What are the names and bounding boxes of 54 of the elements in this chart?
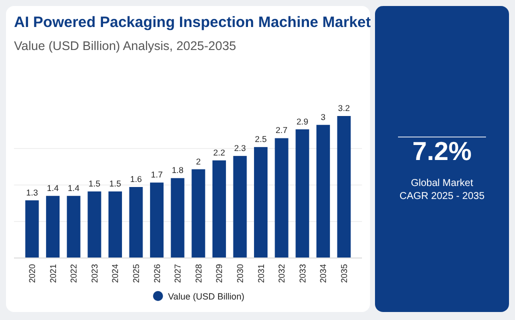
- chart-subtitle: Value (USD Billion) Analysis, 2025-2035: [14, 39, 236, 53]
- data-label: 2.5: [254, 134, 267, 144]
- bar: [150, 182, 164, 258]
- bar: [274, 138, 288, 258]
- bar: [254, 147, 268, 258]
- data-label: 2.3: [234, 142, 246, 153]
- bar: [25, 200, 39, 258]
- x-tick-label: 2022: [68, 264, 79, 283]
- x-tick-label: 2023: [89, 264, 100, 283]
- x-tick-label: 2024: [110, 264, 120, 283]
- data-label: 2.7: [276, 125, 288, 136]
- x-tick-label: 2028: [193, 264, 204, 283]
- text: Global Market: [410, 178, 474, 189]
- x-tick-label: 2032: [276, 264, 287, 283]
- x-tick-label: 2033: [297, 264, 308, 283]
- x-tick-label: 2035: [338, 264, 349, 283]
- data-label: 1.5: [109, 178, 122, 188]
- x-tick-label: 2030: [234, 264, 245, 283]
- bar: [296, 129, 310, 258]
- data-label: 3.2: [338, 103, 350, 113]
- bar: [192, 169, 206, 258]
- x-tick-label: 2027: [172, 264, 183, 283]
- bar: [108, 191, 122, 258]
- data-label: 1.6: [130, 174, 142, 184]
- bar: [66, 196, 80, 258]
- bar: [88, 191, 102, 258]
- x-tick-label: 2020: [27, 264, 38, 283]
- text: 7.2%: [412, 136, 472, 166]
- x-tick-label: 2025: [131, 264, 142, 283]
- data-label: 2.2: [213, 147, 226, 158]
- data-label: 1.3: [26, 187, 38, 198]
- x-tick-label: 2034: [318, 264, 328, 283]
- bar: [233, 156, 247, 258]
- data-label: 1.5: [88, 178, 101, 188]
- bar: [316, 124, 330, 258]
- data-label: 2: [196, 156, 202, 166]
- data-label: 3: [320, 112, 326, 122]
- x-tick-label: 2031: [256, 264, 266, 283]
- data-label: 1.8: [172, 165, 184, 176]
- data-label: 1.7: [150, 170, 163, 180]
- x-tick-label: 2029: [214, 264, 224, 283]
- data-label: 1.4: [46, 182, 60, 193]
- x-tick-label: 2021: [48, 264, 58, 283]
- bar: [212, 160, 226, 258]
- data-label: 1.4: [68, 182, 80, 193]
- bar: [337, 116, 351, 258]
- chart-title: AI Powered Packaging Inspection Machine Market: [14, 14, 371, 31]
- legend-label: Value (USD Billion): [168, 292, 244, 302]
- bar: [170, 178, 184, 258]
- bar: [129, 187, 143, 258]
- text: CAGR 2025 - 2035: [399, 191, 485, 202]
- bar: [46, 196, 60, 258]
- data-label: 2.9: [296, 116, 309, 126]
- x-tick-label: 2026: [152, 264, 162, 283]
